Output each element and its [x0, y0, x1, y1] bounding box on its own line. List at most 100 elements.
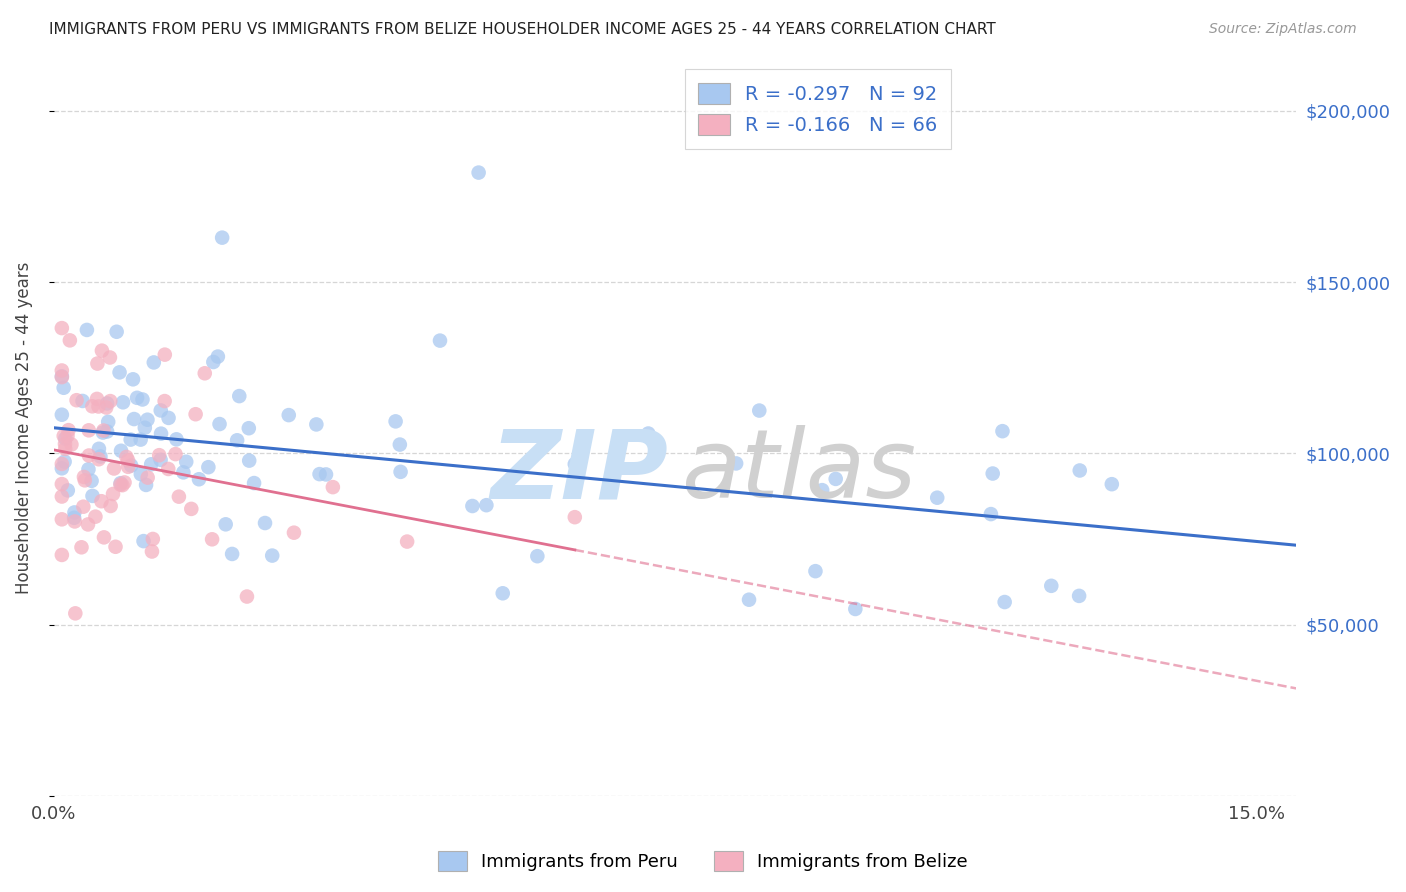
Point: [129, 433, 152, 447]
Point: [60, 437, 83, 451]
Point: [72, 500, 94, 514]
Point: [65, 607, 87, 621]
Point: [111, 395, 134, 409]
Point: [84, 509, 107, 524]
Point: [131, 392, 153, 407]
Point: [51, 408, 73, 422]
Point: [122, 412, 145, 426]
Point: [253, 516, 276, 530]
Point: [51, 512, 73, 526]
Text: IMMIGRANTS FROM PERU VS IMMIGRANTS FROM BELIZE HOUSEHOLDER INCOME AGES 25 - 44 Y: IMMIGRANTS FROM PERU VS IMMIGRANTS FROM …: [49, 22, 995, 37]
Point: [738, 592, 761, 607]
Point: [51, 490, 73, 504]
Point: [236, 590, 259, 604]
Point: [167, 490, 190, 504]
Point: [1069, 589, 1091, 603]
Point: [103, 461, 125, 475]
Point: [82, 489, 104, 503]
Point: [134, 421, 156, 435]
Point: [52, 381, 75, 395]
Point: [63, 515, 86, 529]
Point: [492, 586, 515, 600]
Point: [396, 534, 419, 549]
Point: [429, 334, 451, 348]
Point: [117, 453, 139, 467]
Point: [1069, 463, 1091, 477]
Point: [56, 429, 79, 443]
Point: [104, 540, 127, 554]
Point: [115, 450, 138, 464]
Point: [93, 530, 115, 544]
Point: [89, 450, 111, 464]
Text: Source: ZipAtlas.com: Source: ZipAtlas.com: [1209, 22, 1357, 37]
Point: [51, 548, 73, 562]
Point: [322, 480, 344, 494]
Point: [90, 343, 112, 358]
Point: [51, 369, 73, 384]
Point: [80, 474, 103, 488]
Point: [51, 477, 73, 491]
Point: [86, 392, 108, 406]
Point: [844, 602, 866, 616]
Point: [93, 424, 115, 438]
Point: [238, 421, 260, 435]
Point: [180, 502, 202, 516]
Point: [991, 424, 1014, 438]
Point: [100, 499, 122, 513]
Point: [111, 478, 134, 492]
Point: [228, 389, 250, 403]
Point: [564, 457, 586, 471]
Point: [63, 510, 86, 524]
Point: [53, 455, 76, 469]
Point: [637, 426, 659, 441]
Point: [927, 491, 949, 505]
Point: [172, 466, 194, 480]
Point: [110, 477, 132, 491]
Point: [389, 465, 412, 479]
Point: [51, 461, 73, 475]
Point: [96, 425, 118, 439]
Point: [215, 517, 238, 532]
Point: [98, 394, 121, 409]
Point: [73, 470, 96, 484]
Point: [981, 467, 1004, 481]
Point: [96, 401, 118, 415]
Point: [305, 417, 328, 432]
Point: [1040, 579, 1063, 593]
Point: [53, 437, 76, 451]
Point: [208, 417, 231, 431]
Point: [384, 414, 406, 428]
Point: [52, 429, 75, 443]
Point: [91, 425, 114, 440]
Point: [142, 355, 165, 369]
Point: [811, 483, 834, 497]
Point: [51, 321, 73, 335]
Point: [748, 403, 770, 417]
Point: [467, 165, 489, 179]
Point: [194, 366, 217, 380]
Point: [77, 449, 100, 463]
Point: [201, 533, 224, 547]
Point: [165, 447, 187, 461]
Point: [51, 363, 73, 377]
Point: [1101, 477, 1123, 491]
Point: [207, 350, 229, 364]
Point: [77, 423, 100, 437]
Point: [149, 452, 172, 467]
Point: [153, 348, 176, 362]
Point: [824, 472, 846, 486]
Point: [202, 355, 225, 369]
Text: ZIP: ZIP: [491, 425, 669, 518]
Point: [117, 459, 139, 474]
Point: [277, 408, 299, 422]
Point: [86, 357, 108, 371]
Point: [132, 534, 155, 549]
Point: [184, 407, 207, 421]
Point: [98, 351, 121, 365]
Point: [70, 541, 93, 555]
Point: [211, 230, 233, 244]
Point: [166, 433, 188, 447]
Point: [114, 475, 136, 490]
Point: [174, 455, 197, 469]
Point: [238, 453, 260, 467]
